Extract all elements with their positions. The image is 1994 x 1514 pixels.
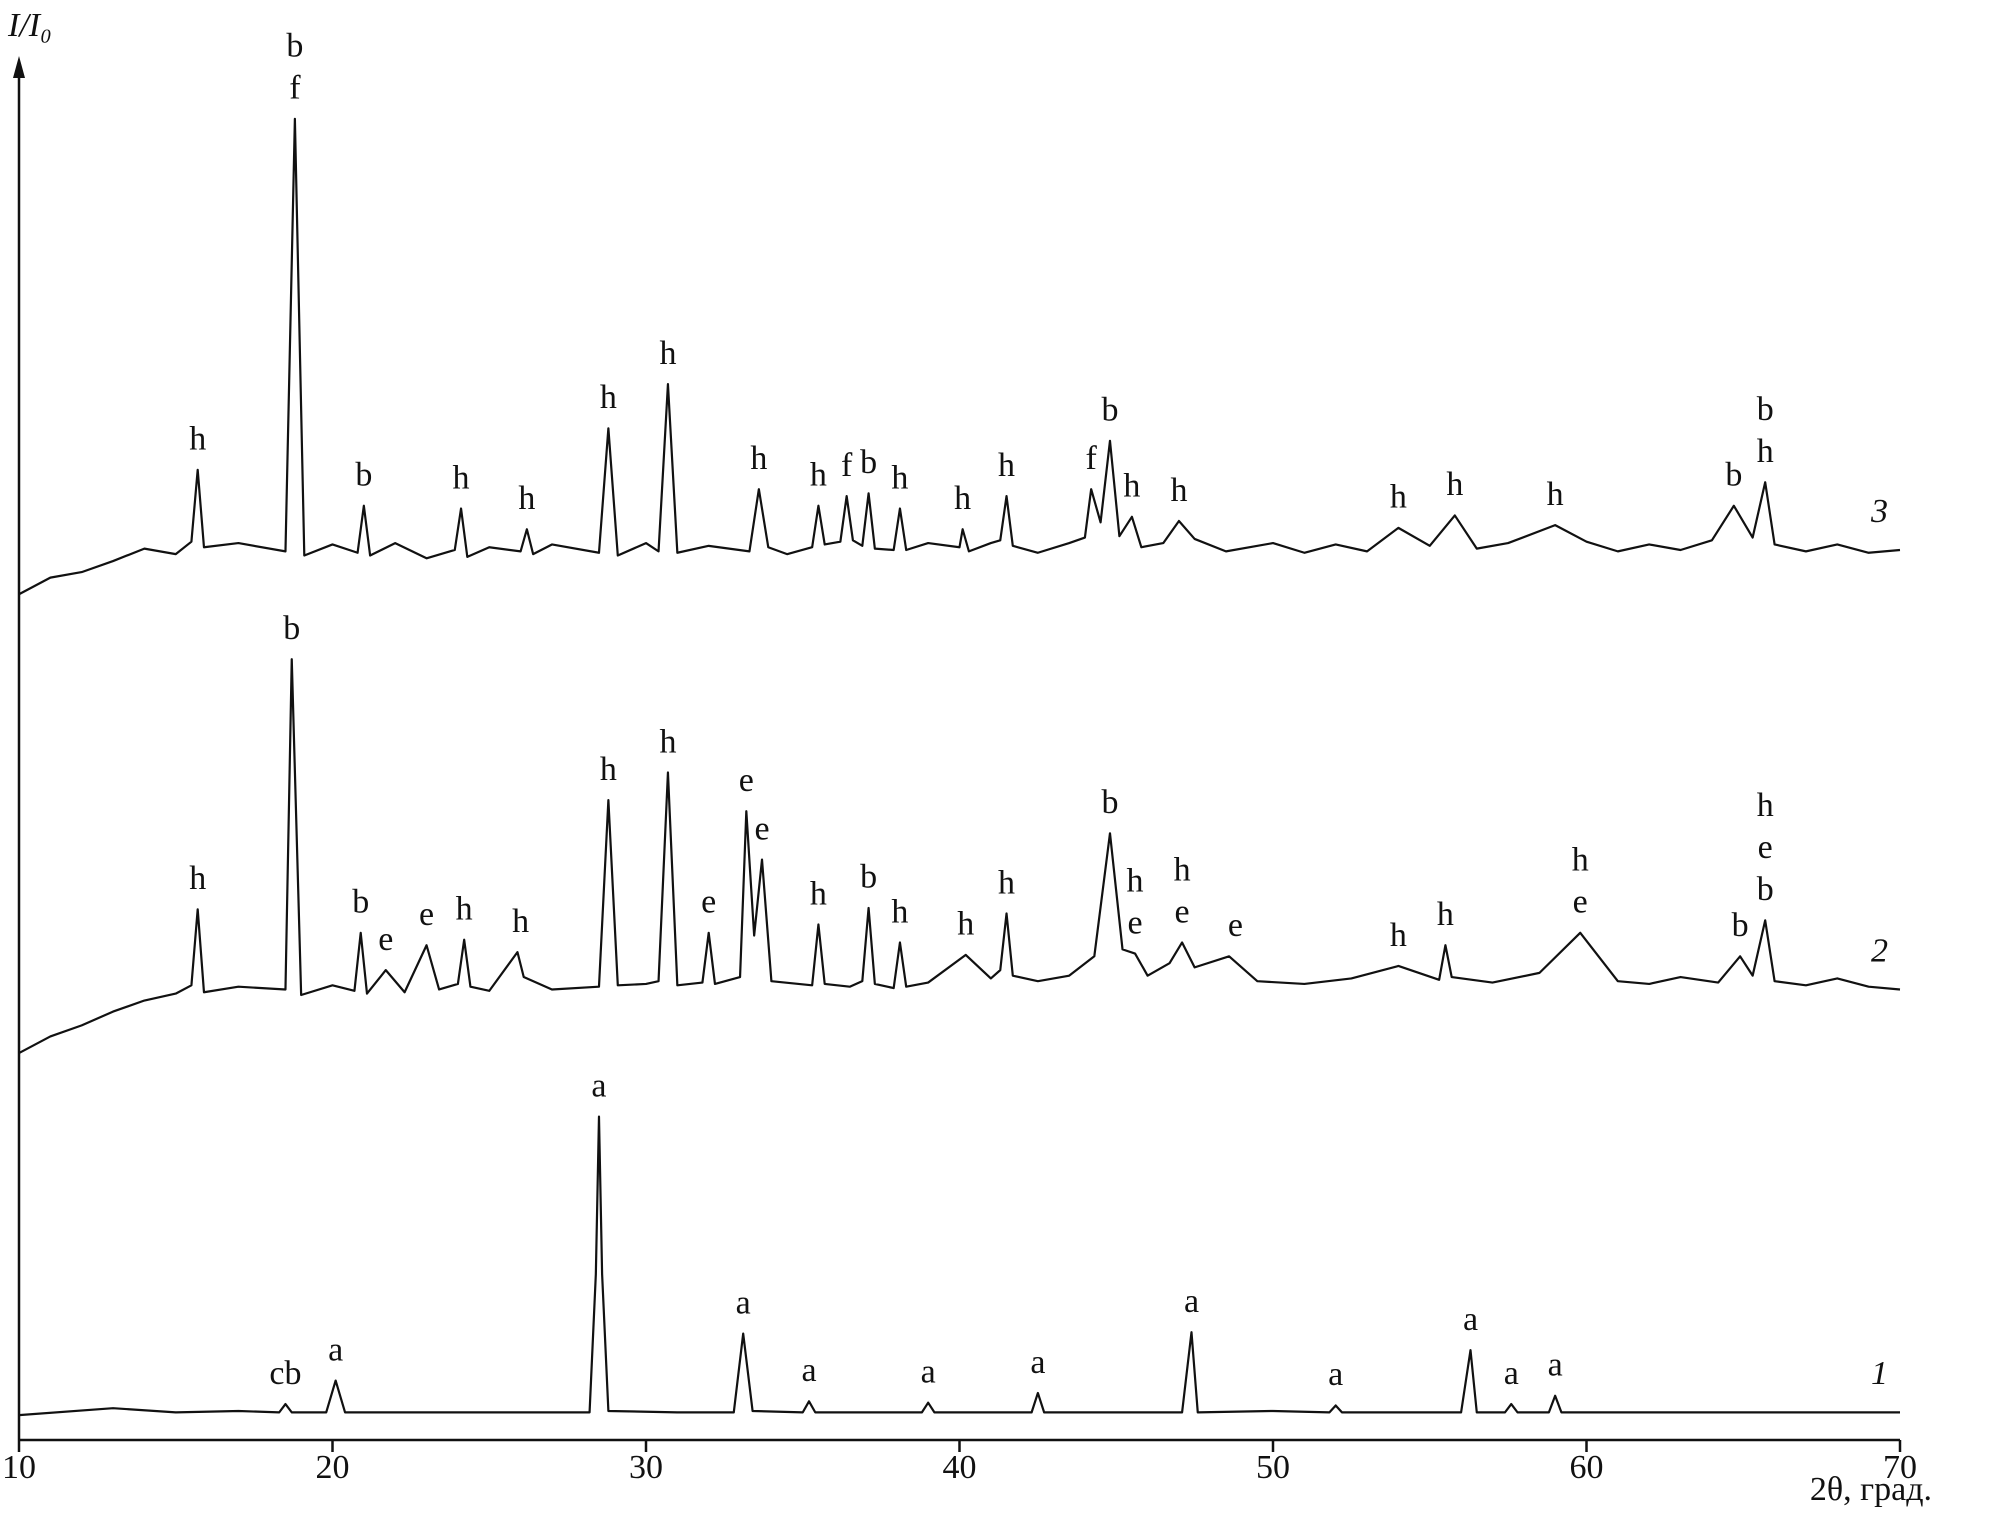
peak-label: h (998, 864, 1015, 901)
peak-label: a (736, 1284, 751, 1321)
series-label: 1 (1871, 1355, 1888, 1392)
peak-label: b (1732, 907, 1749, 944)
peak-label: cb (269, 1355, 301, 1392)
peak-label: h (1127, 862, 1144, 899)
peak-label: h (518, 480, 535, 517)
series-line (18, 117, 1901, 596)
peak-label: a (1504, 1355, 1519, 1392)
peak-label: a (591, 1067, 606, 1104)
peak-label: h (1572, 842, 1589, 879)
peak-label: h (1757, 433, 1774, 470)
peak-label: e (1228, 907, 1243, 944)
peak-label: a (921, 1353, 936, 1390)
peak-label: h (750, 440, 767, 477)
peak-label: e (419, 896, 434, 933)
peak-label: b (860, 859, 877, 896)
peak-label: e (1573, 884, 1588, 921)
peak-label: h (998, 447, 1015, 484)
peak-label: h (1174, 851, 1191, 888)
peak-label: b (355, 457, 372, 494)
peak-label: f (1086, 440, 1098, 477)
peak-label: h (456, 891, 473, 928)
peak-label: e (1175, 893, 1190, 930)
peak-label: a (1548, 1347, 1563, 1384)
x-tick-label: 60 (1570, 1449, 1604, 1486)
peak-label: b (1725, 457, 1742, 494)
peak-label: h (189, 421, 206, 458)
x-tick-label: 70 (1883, 1449, 1917, 1486)
peak-label: h (1757, 787, 1774, 824)
peak-label: h (1170, 472, 1187, 509)
peak-label: h (659, 335, 676, 372)
peak-label: h (891, 893, 908, 930)
x-tick-label: 20 (316, 1449, 350, 1486)
peak-label: a (1328, 1356, 1343, 1393)
series-label: 2 (1871, 932, 1888, 969)
peak-label: b (286, 28, 303, 65)
x-tick-label: 30 (629, 1449, 663, 1486)
peak-label: h (1547, 476, 1564, 513)
peak-label: e (378, 921, 393, 958)
peak-label: h (600, 751, 617, 788)
x-tick-label: 40 (943, 1449, 977, 1486)
y-axis-arrow (13, 56, 25, 78)
y-axis-label: I/I₀ (7, 7, 52, 44)
peak-label: e (754, 810, 769, 847)
peak-label: b (1757, 391, 1774, 428)
peak-label: h (189, 860, 206, 897)
series-label: 3 (1870, 493, 1888, 530)
peak-label: f (841, 447, 853, 484)
peak-label: b (860, 444, 877, 481)
peak-label: b (1757, 871, 1774, 908)
peak-label: h (1437, 896, 1454, 933)
peak-label: e (701, 884, 716, 921)
peak-label: h (957, 906, 974, 943)
peak-label: h (512, 903, 529, 940)
series-line (18, 658, 1901, 1055)
series-line (18, 1115, 1900, 1417)
peak-label: a (801, 1352, 816, 1389)
peak-label: b (1101, 392, 1118, 429)
peak-label: h (659, 723, 676, 760)
peak-label: a (1463, 1301, 1478, 1338)
x-tick-label: 10 (2, 1449, 36, 1486)
peak-label: a (1030, 1344, 1045, 1381)
peak-label: h (1123, 468, 1140, 505)
peak-label: b (1101, 784, 1118, 821)
peak-label: e (1758, 829, 1773, 866)
peak-label: h (453, 459, 470, 496)
peak-label: f (289, 70, 301, 107)
peak-label: h (954, 480, 971, 517)
peak-label: h (810, 875, 827, 912)
peak-label: a (1184, 1283, 1199, 1320)
peak-label: h (1390, 479, 1407, 516)
peak-label: b (283, 610, 300, 647)
peak-label: h (600, 379, 617, 416)
peak-label: h (1446, 466, 1463, 503)
peak-label: h (1390, 917, 1407, 954)
peak-label: h (891, 459, 908, 496)
peak-label: b (352, 884, 369, 921)
x-axis-label: 2θ, град. (1810, 1471, 1932, 1508)
peak-label: h (810, 457, 827, 494)
x-tick-label: 50 (1256, 1449, 1290, 1486)
peak-label: e (1128, 904, 1143, 941)
peak-label: e (739, 762, 754, 799)
peak-label: a (328, 1331, 343, 1368)
